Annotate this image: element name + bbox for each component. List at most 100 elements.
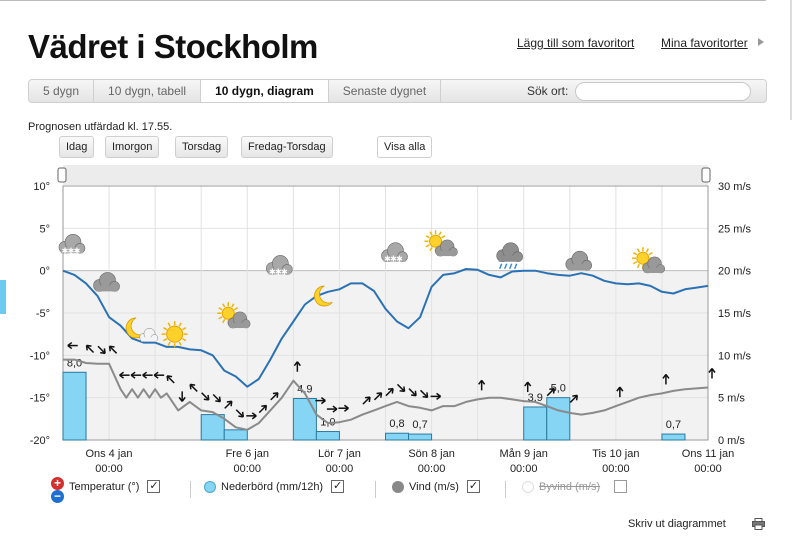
x-time-label: 00:00 [326, 463, 354, 475]
sun-cloud-icon [631, 247, 666, 274]
forecast-chart: 8,04,91,0 0,8 0,73,95,00,7 ✱ ✱ ✱✱ ✱ ✱✱ ✱ ✱ 10°5°… [30, 165, 752, 475]
wind-arrow-icon [408, 388, 417, 397]
wind-arrow-icon [708, 368, 716, 379]
precipitation-bar [292, 398, 317, 441]
wind-arrow-icon [85, 344, 95, 354]
legend-precipitation-label: Nederbörd (mm/12h) [221, 480, 324, 493]
printer-icon[interactable] [752, 518, 765, 530]
snow-cloud-icon: ✱ ✱ ✱ [381, 242, 408, 264]
thursday-button[interactable]: Torsdag [175, 136, 229, 158]
zoom-controls: + − [51, 477, 65, 503]
search-input[interactable] [575, 82, 751, 101]
wind-arrow-icon [258, 404, 268, 414]
sun-cloud-icon [217, 302, 251, 329]
x-day-label: Ons 4 jan [85, 448, 132, 460]
precipitation-bar [523, 406, 548, 441]
moon-icon [314, 285, 333, 307]
tab-last-day[interactable]: Senaste dygnet [329, 80, 442, 102]
chart-axes: 10° 5° 0° -5° -10° -15° -20° 30 m/s 25 m/s 20 m/s… [30, 181, 752, 475]
legend-wind-label: Vind (m/s) [409, 480, 459, 493]
precipitation-checkbox[interactable]: ✓ [331, 480, 345, 493]
svg-text:✱: ✱ [275, 267, 282, 276]
tab-5-days[interactable]: 5 dygn [29, 80, 95, 102]
wind-tick-label: 5 m/s [718, 393, 745, 405]
temperature-tick-label: -15° [30, 393, 50, 405]
cloud-icon [93, 272, 120, 292]
wind-checkbox[interactable]: ✓ [466, 480, 480, 493]
tab-10-days-table[interactable]: 10 dygn, tabell [94, 80, 202, 102]
snow-cloud-icon: ✱ ✱ ✱ [58, 233, 86, 255]
svg-text:✱: ✱ [396, 255, 403, 264]
right-edge [790, 0, 792, 120]
zoom-out-button[interactable]: − [51, 490, 64, 503]
print-chart-link[interactable]: Skriv ut diagrammet [628, 518, 726, 530]
today-button[interactable]: Idag [59, 136, 95, 158]
wind-line [63, 358, 709, 431]
svg-text:✱: ✱ [384, 255, 391, 264]
range-handle-left[interactable] [57, 167, 67, 183]
wind-arrow-icon [293, 361, 301, 372]
wind-arrow-icon [270, 392, 279, 401]
wind-tick-label: 15 m/s [718, 308, 752, 320]
search-label: Sök ort: [527, 84, 569, 98]
wind-arrow-icon [212, 393, 222, 403]
show-all-button[interactable]: Visa alla [377, 136, 433, 158]
legend-temperature-label: Temperatur (°) [69, 480, 140, 493]
tab-10-days-chart[interactable]: 10 dygn, diagram [201, 80, 329, 102]
x-time-label: 00:00 [510, 463, 538, 475]
x-time-label: 00:00 [95, 463, 123, 475]
my-favorites-link[interactable]: Mina favoritorter [661, 36, 748, 50]
precipitation-swatch [204, 480, 216, 493]
x-day-label: Tis 10 jan [592, 448, 639, 460]
wind-arrow-icon [419, 389, 429, 399]
add-favorite-link[interactable]: Lägg till som favoritort [517, 36, 635, 50]
legend-gust: Byvind (m/s) [522, 480, 628, 493]
wind-series [63, 358, 709, 431]
svg-text:✱: ✱ [269, 267, 276, 276]
rain-cloud-icon [496, 242, 523, 270]
wind-arrow-icon [224, 400, 233, 409]
range-selector-bar[interactable] [63, 165, 708, 185]
wind-tick-label: 10 m/s [718, 350, 752, 362]
svg-text:✱: ✱ [62, 246, 69, 255]
x-day-label: Mån 9 jan [500, 448, 548, 460]
precipitation-bars: 8,04,91,0 0,8 0,73,95,00,7 [62, 357, 686, 441]
wind-arrow-icon [130, 371, 142, 379]
wind-arrow-icon [189, 383, 198, 392]
temperature-tick-label: -5° [36, 308, 50, 320]
gust-checkbox[interactable] [614, 480, 628, 493]
tomorrow-button[interactable]: Imorgon [105, 136, 160, 158]
wind-arrow-icon [142, 371, 153, 379]
precipitation-label: 4,9 [297, 384, 312, 396]
svg-text:✱: ✱ [281, 267, 288, 276]
wind-arrow-icon [246, 412, 257, 420]
precipitation-bar [408, 433, 433, 441]
temperature-tick-label: 0° [39, 266, 50, 278]
wind-arrow-icon [569, 394, 579, 403]
range-handle-right[interactable] [701, 167, 711, 183]
x-time-label: 00:00 [694, 463, 722, 475]
x-day-label: Sön 8 jan [408, 448, 454, 460]
temperature-tick-label: -20° [30, 435, 50, 447]
left-edge-accent [0, 280, 6, 314]
chart-grid [62, 185, 709, 441]
wind-arrow-icon [616, 386, 624, 398]
precipitation-label: 0,7 [666, 419, 681, 431]
friday-thursday-button[interactable]: Fredag-Torsdag [241, 136, 333, 158]
wind-arrow-icon [108, 345, 118, 354]
temperature-checkbox[interactable]: ✓ [147, 480, 161, 493]
legend-divider [190, 481, 191, 498]
sun-cloud-icon [424, 230, 458, 257]
cloud-icon [565, 250, 593, 271]
zoom-in-button[interactable]: + [51, 477, 64, 490]
x-time-label: 00:00 [234, 463, 262, 475]
svg-text:✱: ✱ [74, 246, 81, 255]
wind-arrow-icon [524, 381, 532, 393]
wind-tick-label: 30 m/s [718, 181, 752, 193]
wind-arrow-icon [396, 383, 406, 393]
wind-arrow-icon [153, 371, 165, 379]
x-day-label: Fre 6 jan [226, 448, 269, 460]
wind-arrow-icon [315, 397, 326, 405]
page-title: Vädret i Stockholm [28, 28, 318, 65]
